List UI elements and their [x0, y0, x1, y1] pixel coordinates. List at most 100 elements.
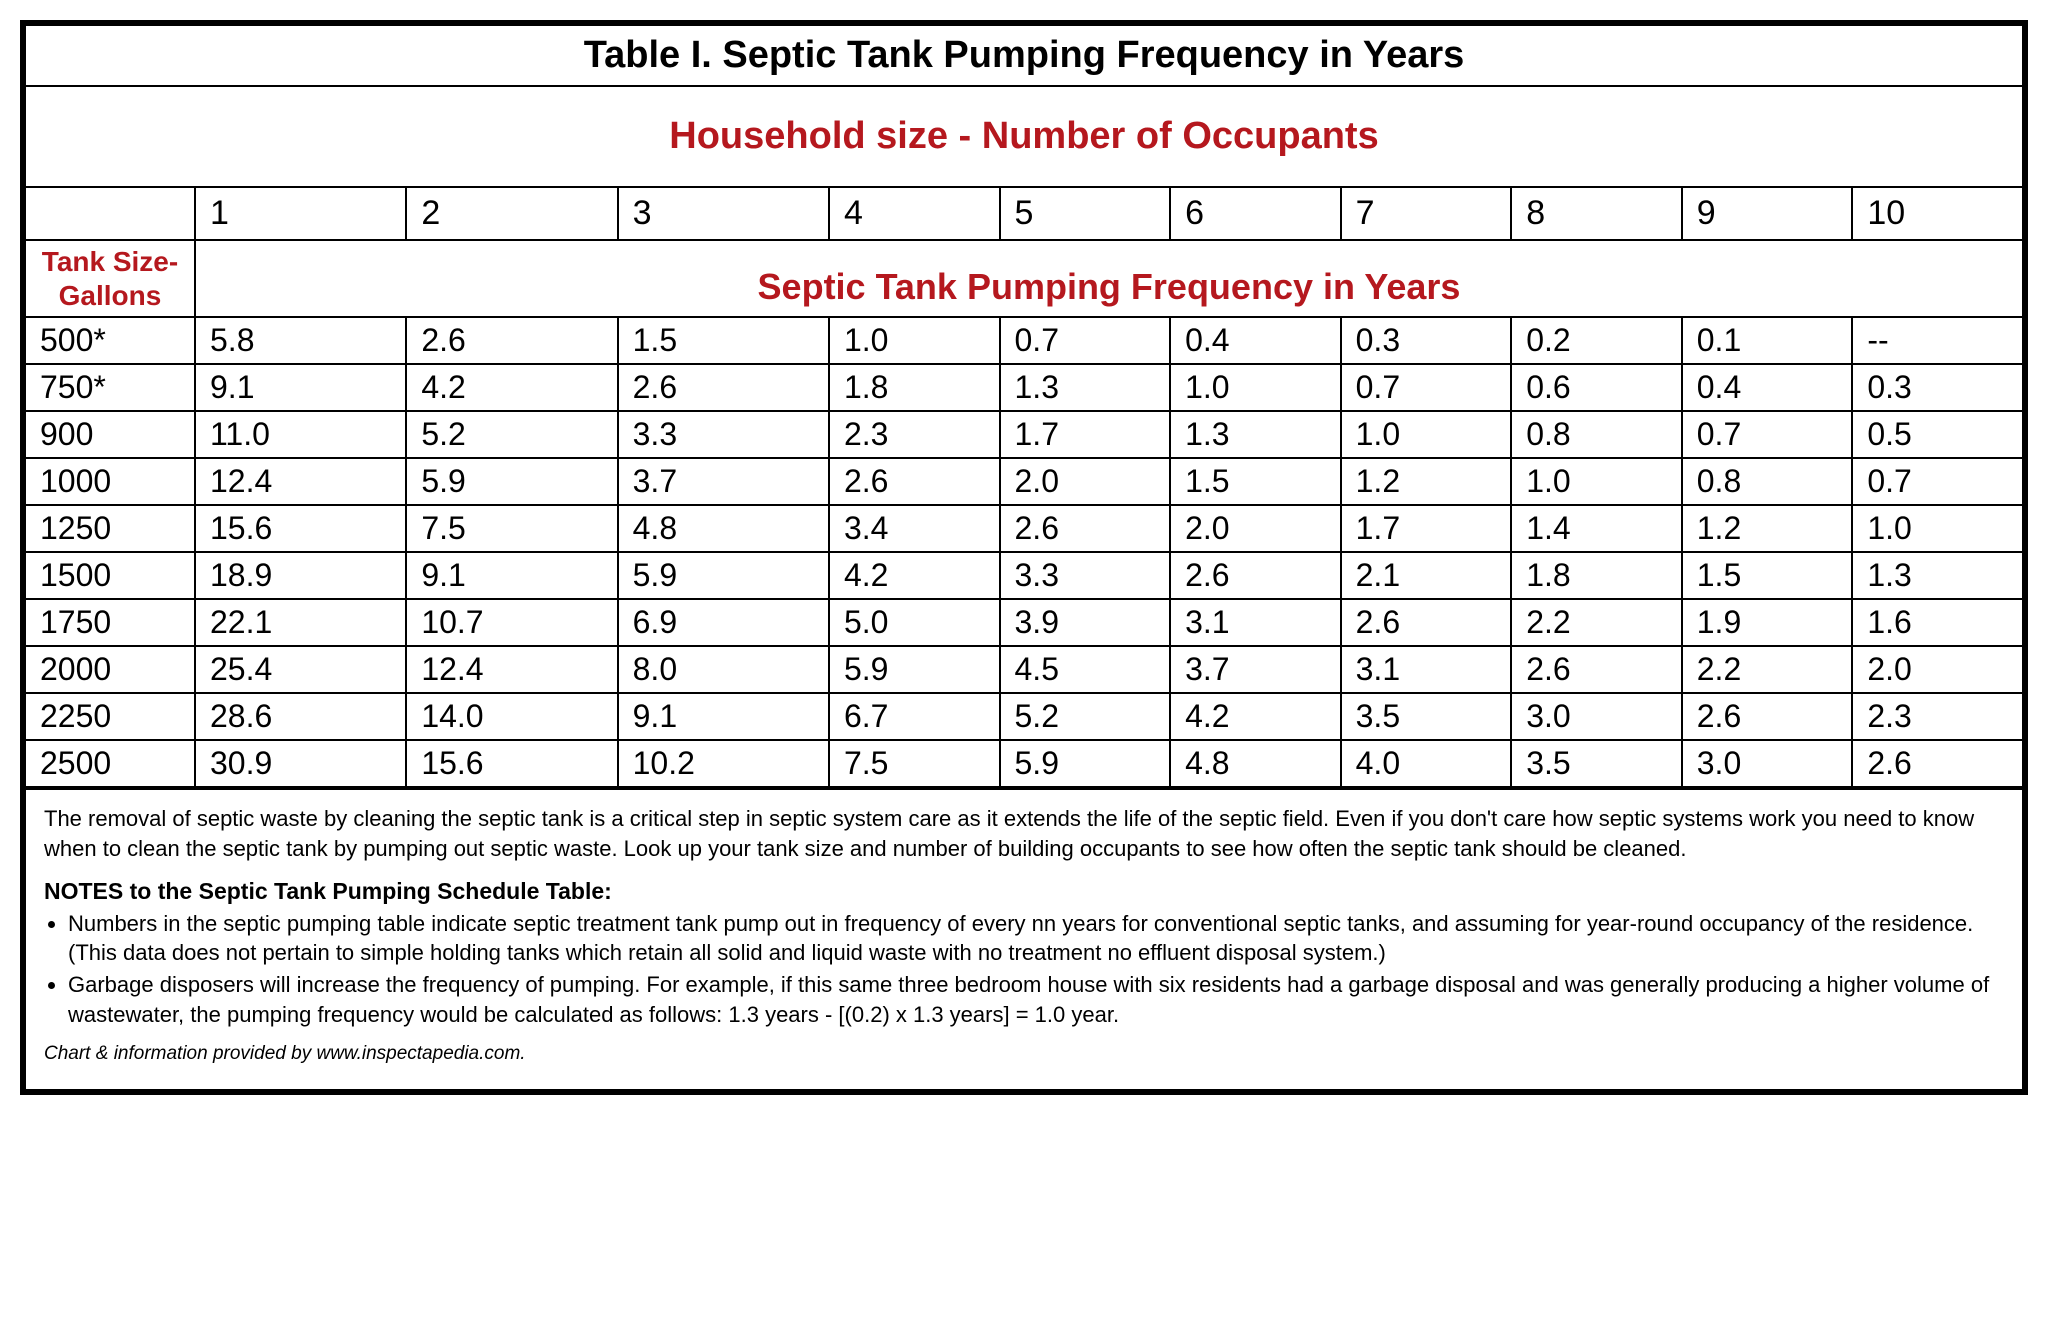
col-header: 5 [1000, 187, 1171, 240]
row-label: 2000 [25, 646, 195, 693]
data-cell: 2.6 [1852, 740, 2023, 788]
data-cell: 1.5 [1682, 552, 1853, 599]
row-label: 1750 [25, 599, 195, 646]
table-row: 90011.05.23.32.31.71.31.00.80.70.5 [25, 411, 2023, 458]
tank-label-line2: Gallons [59, 280, 162, 311]
data-cell: 28.6 [195, 693, 406, 740]
data-cell: 5.8 [195, 317, 406, 364]
data-cell: 1.4 [1511, 505, 1682, 552]
credit-line: Chart & information provided by www.insp… [44, 1041, 2004, 1067]
data-cell: 1.3 [1852, 552, 2023, 599]
data-cell: 1.0 [829, 317, 1000, 364]
data-cell: 2.0 [1852, 646, 2023, 693]
title-row: Table I. Septic Tank Pumping Frequency i… [25, 25, 2023, 86]
intro-paragraph: The removal of septic waste by cleaning … [44, 804, 2004, 863]
data-cell: 0.7 [1852, 458, 2023, 505]
data-cell: 4.2 [829, 552, 1000, 599]
notes-row: The removal of septic waste by cleaning … [25, 788, 2023, 1090]
table-subtitle: Household size - Number of Occupants [25, 86, 2023, 187]
data-cell: 3.5 [1511, 740, 1682, 788]
data-cell: 1.2 [1341, 458, 1512, 505]
data-cell: 4.0 [1341, 740, 1512, 788]
table-row: 150018.99.15.94.23.32.62.11.81.51.3 [25, 552, 2023, 599]
table-title: Table I. Septic Tank Pumping Frequency i… [25, 25, 2023, 86]
data-cell: 4.2 [406, 364, 617, 411]
data-cell: 7.5 [406, 505, 617, 552]
row-label: 750* [25, 364, 195, 411]
data-cell: 12.4 [195, 458, 406, 505]
data-cell: 15.6 [406, 740, 617, 788]
data-cell: 2.6 [829, 458, 1000, 505]
data-cell: 3.7 [618, 458, 829, 505]
col-header: 1 [195, 187, 406, 240]
data-cell: 12.4 [406, 646, 617, 693]
data-cell: 2.6 [1000, 505, 1171, 552]
data-cell: 5.9 [618, 552, 829, 599]
data-cell: 0.8 [1511, 411, 1682, 458]
table-row: 100012.45.93.72.62.01.51.21.00.80.7 [25, 458, 2023, 505]
data-cell: 1.8 [829, 364, 1000, 411]
col-header: 7 [1341, 187, 1512, 240]
data-cell: 5.9 [829, 646, 1000, 693]
data-cell: 6.7 [829, 693, 1000, 740]
data-cell: 3.1 [1341, 646, 1512, 693]
data-cell: 4.8 [1170, 740, 1341, 788]
col-header: 6 [1170, 187, 1341, 240]
column-header-row: 1 2 3 4 5 6 7 8 9 10 [25, 187, 2023, 240]
data-cell: 22.1 [195, 599, 406, 646]
data-cell: 4.5 [1000, 646, 1171, 693]
section-label-row: Tank Size- Gallons Septic Tank Pumping F… [25, 240, 2023, 317]
data-cell: 1.3 [1000, 364, 1171, 411]
data-cell: 5.2 [1000, 693, 1171, 740]
col-header: 3 [618, 187, 829, 240]
data-cell: 1.0 [1852, 505, 2023, 552]
data-cell: 1.7 [1000, 411, 1171, 458]
data-cell: 1.3 [1170, 411, 1341, 458]
data-cell: 0.3 [1852, 364, 2023, 411]
data-cell: 1.9 [1682, 599, 1853, 646]
data-cell: 0.2 [1511, 317, 1682, 364]
data-cell: 15.6 [195, 505, 406, 552]
table-row: 750*9.14.22.61.81.31.00.70.60.40.3 [25, 364, 2023, 411]
subtitle-row: Household size - Number of Occupants [25, 86, 2023, 187]
data-cell: 2.2 [1682, 646, 1853, 693]
data-cell: 1.8 [1511, 552, 1682, 599]
data-cell: 3.1 [1170, 599, 1341, 646]
data-cell: 3.7 [1170, 646, 1341, 693]
data-cell: 5.9 [406, 458, 617, 505]
data-cell: 2.6 [618, 364, 829, 411]
data-cell: 2.1 [1341, 552, 1512, 599]
data-cell: 2.6 [1682, 693, 1853, 740]
data-cell: 3.5 [1341, 693, 1512, 740]
header-blank [25, 187, 195, 240]
col-header: 2 [406, 187, 617, 240]
data-cell: 2.6 [1170, 552, 1341, 599]
data-cell: 2.0 [1000, 458, 1171, 505]
row-label: 1000 [25, 458, 195, 505]
data-cell: 1.5 [1170, 458, 1341, 505]
col-header: 8 [1511, 187, 1682, 240]
data-cell: 1.2 [1682, 505, 1853, 552]
row-label: 900 [25, 411, 195, 458]
data-cell: 0.3 [1341, 317, 1512, 364]
row-label: 2250 [25, 693, 195, 740]
table-row: 225028.614.09.16.75.24.23.53.02.62.3 [25, 693, 2023, 740]
data-cell: 3.4 [829, 505, 1000, 552]
data-cell: 3.3 [618, 411, 829, 458]
table-row: 175022.110.76.95.03.93.12.62.21.91.6 [25, 599, 2023, 646]
data-cell: 18.9 [195, 552, 406, 599]
data-cell: 14.0 [406, 693, 617, 740]
data-cell: 0.7 [1000, 317, 1171, 364]
table-container: Table I. Septic Tank Pumping Frequency i… [20, 20, 2028, 1095]
septic-table: Table I. Septic Tank Pumping Frequency i… [24, 24, 2024, 1091]
data-cell: 0.7 [1682, 411, 1853, 458]
data-cell: 3.0 [1682, 740, 1853, 788]
data-cell: 3.0 [1511, 693, 1682, 740]
data-cell: 5.0 [829, 599, 1000, 646]
data-cell: 5.9 [1000, 740, 1171, 788]
data-cell: 25.4 [195, 646, 406, 693]
frequency-label: Septic Tank Pumping Frequency in Years [195, 240, 2023, 317]
row-label: 1500 [25, 552, 195, 599]
data-cell: 1.7 [1341, 505, 1512, 552]
data-cell: 0.6 [1511, 364, 1682, 411]
